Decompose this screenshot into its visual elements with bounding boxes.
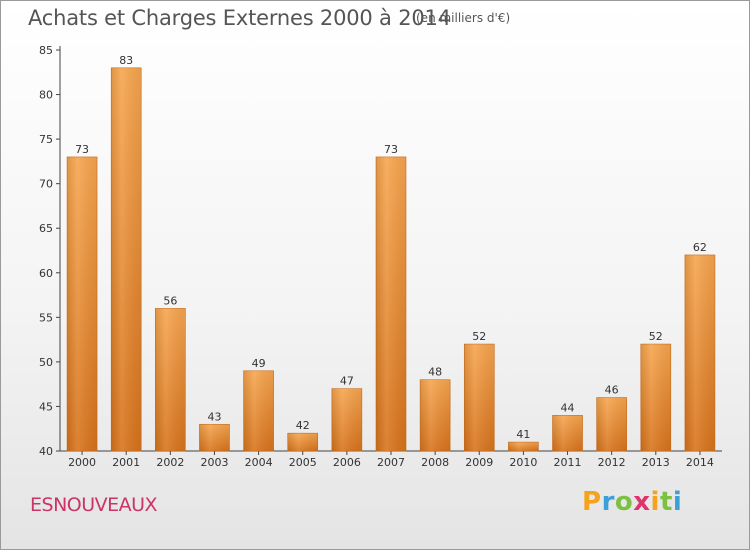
- x-tick-label-2004: 2004: [245, 456, 273, 469]
- value-label-2012: 46: [605, 384, 619, 397]
- bars: [66, 67, 716, 452]
- bar-shade-2009: [464, 344, 495, 451]
- bar-shade-2014: [684, 254, 715, 451]
- value-label-2011: 44: [561, 401, 575, 414]
- value-label-2000: 73: [75, 143, 89, 156]
- y-tick-label: 65: [39, 222, 53, 235]
- x-tick-label-2005: 2005: [289, 456, 317, 469]
- bar-shade-2007: [376, 156, 406, 451]
- bar-shade-2008: [420, 379, 451, 451]
- bar-shade-2000: [67, 156, 98, 451]
- x-tick-label-2009: 2009: [465, 456, 493, 469]
- value-label-2014: 62: [693, 241, 707, 254]
- y-tick-label: 80: [39, 89, 53, 102]
- bar-shade-2012: [596, 397, 627, 451]
- x-tick-label-2014: 2014: [686, 456, 714, 469]
- logo-letter: P: [582, 487, 602, 517]
- logo-letter: t: [659, 487, 673, 517]
- bar-shade-2001: [111, 67, 142, 452]
- x-tick-label-2002: 2002: [156, 456, 184, 469]
- x-tick-label-2003: 2003: [200, 456, 228, 469]
- value-label-2002: 56: [163, 294, 177, 307]
- x-tick-label-2011: 2011: [554, 456, 582, 469]
- value-label-2001: 83: [119, 54, 133, 67]
- bar-shade-2006: [331, 388, 362, 451]
- x-tick-label-2001: 2001: [112, 456, 140, 469]
- y-tick-label: 60: [39, 267, 53, 280]
- logo-letter: i: [672, 487, 683, 517]
- value-label-2013: 52: [649, 330, 663, 343]
- x-tick-label-2010: 2010: [509, 456, 537, 469]
- bar-shade-2011: [552, 415, 583, 451]
- x-tick-label-2007: 2007: [377, 456, 405, 469]
- value-label-2004: 49: [252, 357, 266, 370]
- bar-shade-2010: [508, 442, 539, 451]
- logo-letter: r: [601, 487, 615, 517]
- logo-letter: x: [633, 487, 651, 517]
- value-label-2008: 48: [428, 366, 442, 379]
- x-tick-label-2000: 2000: [68, 456, 96, 469]
- bar-shade-2003: [199, 424, 230, 451]
- value-label-2007: 73: [384, 143, 398, 156]
- y-tick-label: 70: [39, 178, 53, 191]
- value-label-2006: 47: [340, 375, 354, 388]
- value-label-2010: 41: [516, 428, 530, 441]
- x-tick-label-2013: 2013: [642, 456, 670, 469]
- labels: 73 2000 83 2001 56 2002 43 2003 49 2004 42 2005 47 20…: [68, 54, 714, 469]
- chart-unit-subtitle: (en milliers d'€): [416, 11, 511, 25]
- value-label-2003: 43: [207, 410, 221, 423]
- bar-shade-2013: [640, 344, 671, 451]
- x-tick-label-2008: 2008: [421, 456, 449, 469]
- x-tick-label-2012: 2012: [598, 456, 626, 469]
- x-tick-label-2006: 2006: [333, 456, 361, 469]
- logo-letter: o: [614, 487, 634, 517]
- y-tick-label: 55: [39, 311, 53, 324]
- commune-name: ESNOUVEAUX: [30, 494, 158, 516]
- chart-title: Achats et Charges Externes 2000 à 2014: [28, 6, 451, 30]
- value-label-2009: 52: [472, 330, 486, 343]
- proxiti-logo: Proxiti: [582, 487, 682, 517]
- y-tick-label: 85: [39, 44, 53, 57]
- value-label-2005: 42: [296, 419, 310, 432]
- bar-shade-2005: [287, 433, 318, 451]
- bar-shade-2004: [243, 370, 274, 451]
- y-tick-label: 50: [39, 356, 53, 369]
- y-tick-label: 45: [39, 400, 53, 413]
- bar-shade-2002: [155, 308, 186, 451]
- y-tick-label: 40: [39, 445, 53, 458]
- logo-letter: i: [650, 487, 660, 517]
- y-tick-label: 75: [39, 133, 53, 146]
